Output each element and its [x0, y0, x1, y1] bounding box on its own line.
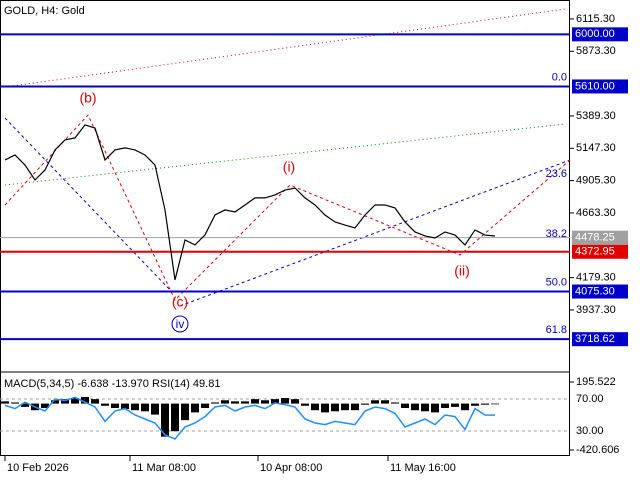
x-tick-label: 10 Apr 08:00	[260, 462, 322, 474]
level-label: 4372.95	[575, 246, 615, 258]
fib-label: 50.0	[546, 276, 567, 288]
macd-bar	[121, 403, 129, 410]
macd-bar	[81, 396, 89, 404]
macd-bar	[321, 403, 329, 413]
macd-bar	[201, 403, 209, 408]
macd-bar	[291, 399, 299, 404]
plot-frame	[0, 0, 570, 456]
macd-bar	[381, 400, 389, 404]
macd-bar	[191, 403, 199, 413]
macd-bar	[211, 402, 219, 404]
level-box	[572, 284, 628, 299]
level-label: 4075.30	[575, 285, 615, 297]
fib-label: 61.8	[546, 324, 567, 336]
macd-bar	[11, 402, 19, 404]
trend-line	[4, 117, 173, 293]
y-tick-label: 5873.30	[576, 45, 616, 57]
macd-bar	[41, 403, 49, 408]
macd-bar	[341, 403, 349, 411]
macd-bar	[451, 403, 459, 407]
y-tick-label: 4905.30	[576, 175, 616, 187]
level-box	[572, 230, 628, 245]
macd-bar	[21, 403, 29, 407]
x-tick-label: 11 Mar 08:00	[132, 462, 196, 474]
y-tick-label: -420.606	[576, 444, 619, 456]
macd-bar	[161, 403, 169, 437]
wave-label: (c)	[172, 294, 188, 310]
macd-bar	[221, 400, 229, 404]
price-line	[4, 124, 496, 281]
trend-line	[4, 8, 566, 88]
fib-label: 23.6	[546, 168, 567, 180]
macd-bar	[171, 403, 179, 432]
macd-bar	[411, 403, 419, 411]
macd-bar	[361, 403, 369, 405]
macd-bar	[371, 400, 379, 404]
level-box	[572, 332, 628, 347]
macd-bar	[391, 402, 399, 404]
level-box	[572, 244, 628, 259]
x-tick-label: 10 Feb 2026	[7, 462, 69, 474]
y-tick-label: 4663.30	[576, 207, 616, 219]
macd-bar	[51, 400, 59, 404]
y-tick-label: 70.00	[576, 393, 604, 405]
wave-label: (i)	[283, 159, 295, 175]
wave-path	[4, 114, 571, 301]
macd-bar	[131, 403, 139, 411]
wave-label: (b)	[79, 90, 96, 106]
macd-bar	[151, 403, 159, 415]
macd-bar	[441, 403, 449, 408]
y-tick-label: 6115.30	[576, 13, 615, 25]
macd-bar	[461, 403, 469, 411]
macd-bar	[251, 399, 259, 404]
y-tick-label: 4179.30	[576, 272, 616, 284]
macd-bar	[491, 403, 499, 405]
macd-bar	[261, 400, 269, 404]
macd-bar	[1, 401, 9, 404]
macd-bar	[101, 403, 109, 406]
y-tick-label: 3937.30	[576, 304, 616, 316]
macd-bar	[61, 399, 69, 404]
y-tick-label: 195.522	[576, 376, 616, 388]
fib-label: 0.0	[552, 71, 567, 83]
macd-bar	[311, 403, 319, 411]
level-label: 4478.25	[575, 232, 615, 244]
macd-bar	[431, 403, 439, 413]
macd-bar	[301, 403, 309, 406]
trend-line	[4, 123, 566, 186]
level-box	[572, 27, 628, 42]
level-label: 6000.00	[575, 28, 615, 40]
wave-label: (ii)	[454, 263, 470, 279]
fib-label: 38.2	[546, 228, 567, 240]
chart-title: GOLD, H4: Gold	[4, 5, 85, 17]
level-label: 5610.00	[575, 80, 615, 92]
rsi-line	[4, 396, 496, 440]
level-label: 3718.62	[575, 333, 615, 345]
macd-bar	[71, 398, 79, 404]
trend-line	[179, 159, 571, 307]
y-tick-label: 5147.30	[576, 142, 616, 154]
wave-label: iv	[176, 317, 185, 331]
macd-bar	[271, 399, 279, 404]
wave-circle	[171, 315, 189, 333]
macd-bar	[471, 403, 479, 406]
macd-bar	[281, 398, 289, 404]
x-tick-label: 11 May 16:00	[390, 462, 456, 474]
level-box	[572, 79, 628, 94]
macd-bar	[481, 403, 489, 405]
y-tick-label: 5389.30	[576, 110, 616, 122]
macd-bar	[241, 401, 249, 404]
macd-bar	[401, 403, 409, 408]
macd-bar	[181, 403, 189, 421]
macd-bar	[421, 403, 429, 412]
y-tick-label: 30.00	[576, 425, 604, 437]
macd-bar	[91, 399, 99, 404]
macd-bar	[141, 403, 149, 412]
macd-bar	[231, 401, 239, 404]
macd-bar	[351, 403, 359, 411]
indicator-title: MACD(5,34,5) -6.638 -13.970 RSI(14) 49.8…	[4, 378, 220, 390]
macd-bar	[331, 403, 339, 412]
macd-bar	[111, 403, 119, 408]
